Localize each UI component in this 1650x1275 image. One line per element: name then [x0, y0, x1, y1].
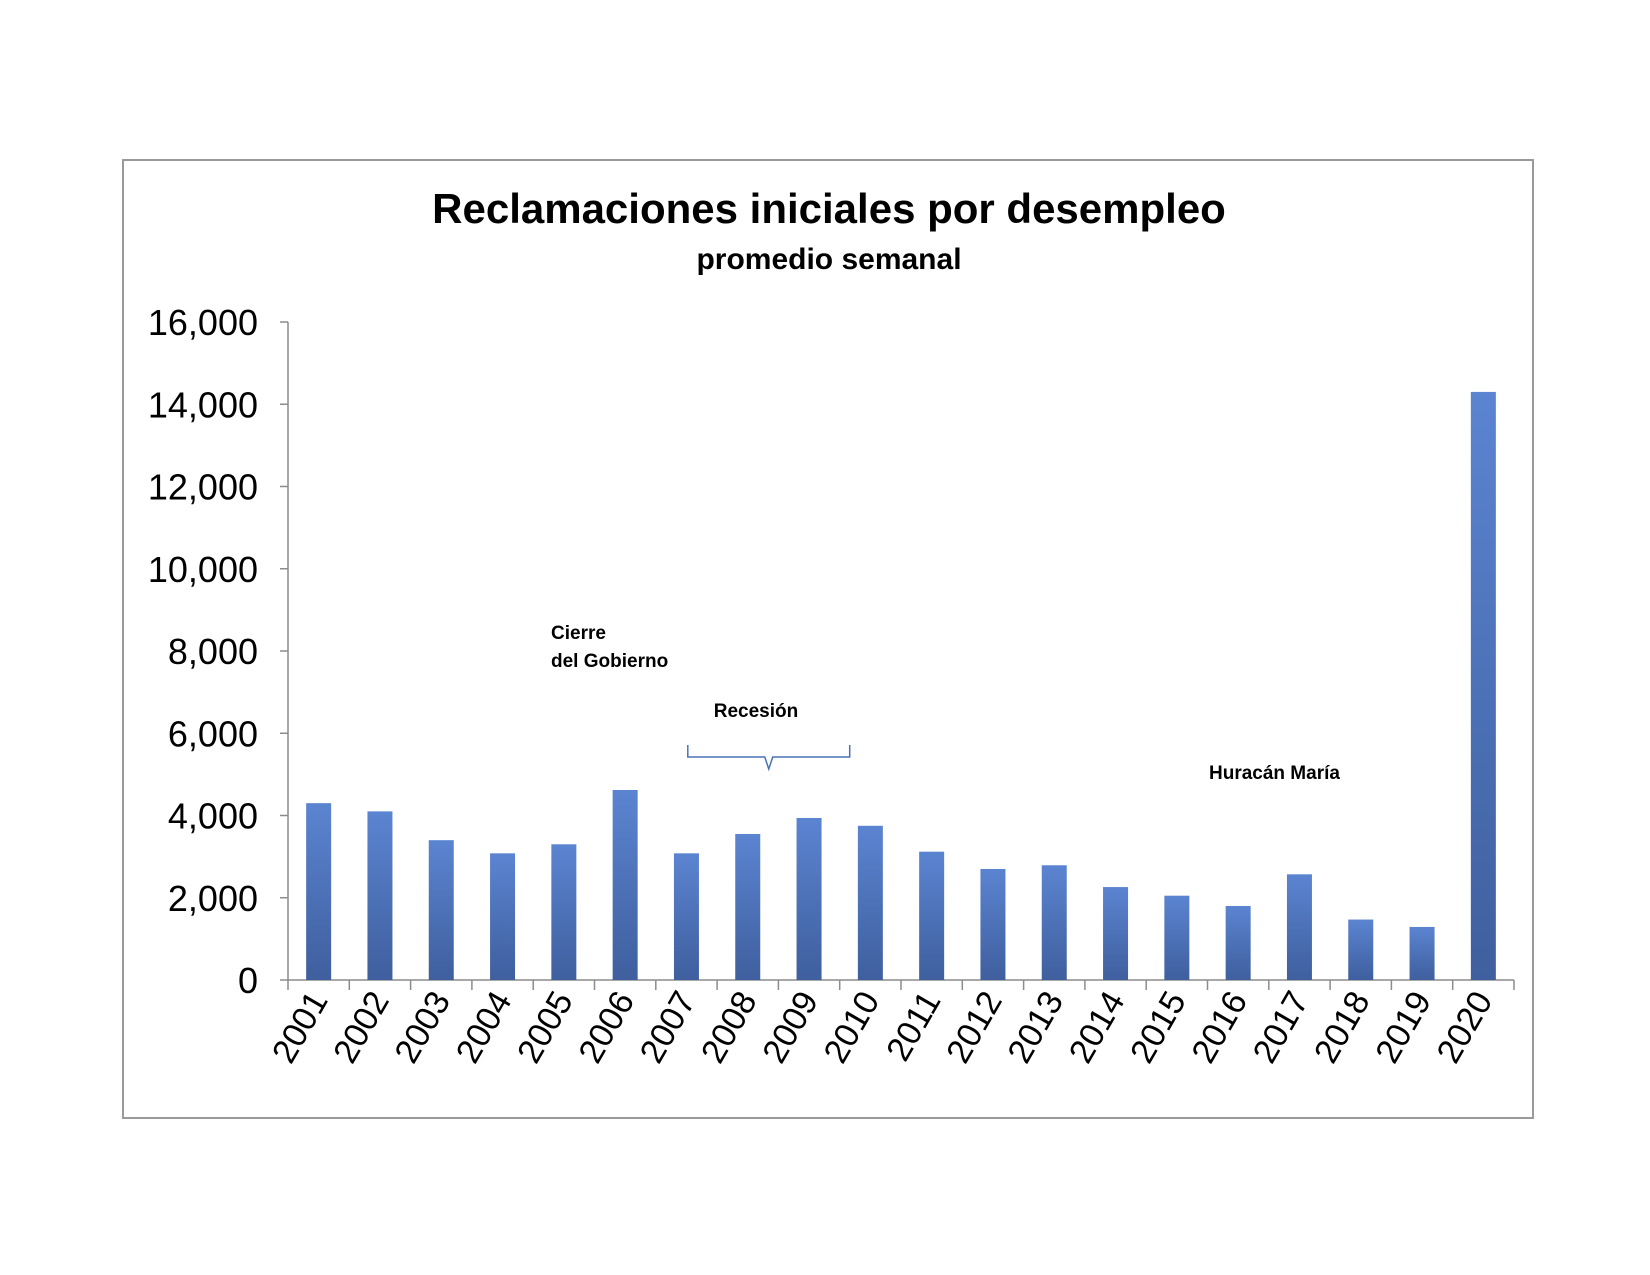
bar-2007	[673, 853, 699, 980]
bar-2001	[306, 803, 332, 980]
x-tick-label-2005: 2005	[510, 985, 581, 1070]
x-tick-label-2016: 2016	[1184, 985, 1255, 1070]
annotation-cierre-line: del Gobierno	[551, 651, 668, 672]
y-tick-label: 10,000	[148, 549, 258, 590]
x-tick-label-2020: 2020	[1430, 985, 1501, 1070]
bar-2016	[1225, 905, 1251, 980]
x-tick-label-2013: 2013	[1000, 985, 1071, 1070]
bar-2019	[1409, 926, 1435, 980]
bar-2009	[796, 817, 822, 980]
bar-2015	[1164, 895, 1190, 980]
annotation-cierre-line: Cierre	[551, 623, 606, 644]
y-tick-label: 8,000	[168, 631, 258, 672]
bar-2018	[1348, 919, 1374, 980]
bar-2010	[857, 825, 883, 980]
bar-2004	[490, 853, 516, 980]
bar-2014	[1103, 887, 1129, 980]
x-tick-label-2004: 2004	[449, 985, 520, 1070]
x-tick-label-2015: 2015	[1123, 985, 1194, 1070]
bar-2011	[919, 851, 945, 980]
x-tick-label-2017: 2017	[1246, 985, 1317, 1070]
chart-frame: Reclamaciones iniciales por desempleo pr…	[122, 159, 1534, 1119]
x-tick-label-2012: 2012	[939, 985, 1010, 1070]
x-tick-label-2014: 2014	[1062, 985, 1133, 1070]
y-tick-label: 6,000	[168, 713, 258, 754]
bar-2017	[1286, 874, 1312, 980]
x-tick-label-2007: 2007	[633, 985, 704, 1070]
x-tick-label-2008: 2008	[694, 985, 765, 1070]
chart-subtitle: promedio semanal	[696, 243, 961, 276]
bar-2005	[551, 844, 577, 980]
annotations: Cierre del Gobierno Recesión Huracán María	[551, 623, 1340, 784]
bars	[306, 391, 1496, 981]
annotation-huracan: Huracán María	[1209, 763, 1340, 784]
y-tick-label: 4,000	[168, 796, 258, 837]
y-tick-label: 0	[238, 960, 258, 1001]
x-tick-label-2001: 2001	[265, 985, 336, 1070]
x-tick-label-2011: 2011	[879, 985, 948, 1067]
chart-svg: Reclamaciones iniciales por desempleo pr…	[148, 185, 1515, 1070]
x-tick-label-2006: 2006	[571, 985, 642, 1070]
bar-2003	[428, 840, 454, 980]
x-tick-label-2019: 2019	[1368, 985, 1439, 1070]
y-tick-label: 14,000	[148, 384, 258, 425]
chart-title: Reclamaciones iniciales por desempleo	[432, 185, 1226, 232]
y-tick-label: 12,000	[148, 467, 258, 508]
bar-2012	[980, 868, 1006, 980]
y-axis: 0 2,000 4,000 6,000 8,000 10,000 12,000 14,000 1…	[148, 302, 289, 1001]
bar-2002	[367, 811, 393, 980]
bar-2008	[735, 834, 761, 980]
bar-2013	[1041, 865, 1067, 980]
annotation-recesion: Recesión	[714, 701, 798, 722]
recesion-bracket	[687, 745, 851, 772]
bar-2006	[612, 790, 638, 980]
x-tick-label-2002: 2002	[326, 985, 397, 1070]
bar-2020	[1470, 391, 1496, 981]
y-tick-label: 2,000	[168, 878, 258, 919]
y-tick-label: 16,000	[148, 302, 258, 343]
x-tick-label-2003: 2003	[387, 985, 458, 1070]
x-axis: 2001200220032004200520062007200820092010…	[265, 979, 1515, 1070]
x-tick-label-2018: 2018	[1307, 985, 1378, 1070]
x-tick-label-2010: 2010	[817, 985, 888, 1070]
x-tick-label-2009: 2009	[755, 985, 826, 1070]
